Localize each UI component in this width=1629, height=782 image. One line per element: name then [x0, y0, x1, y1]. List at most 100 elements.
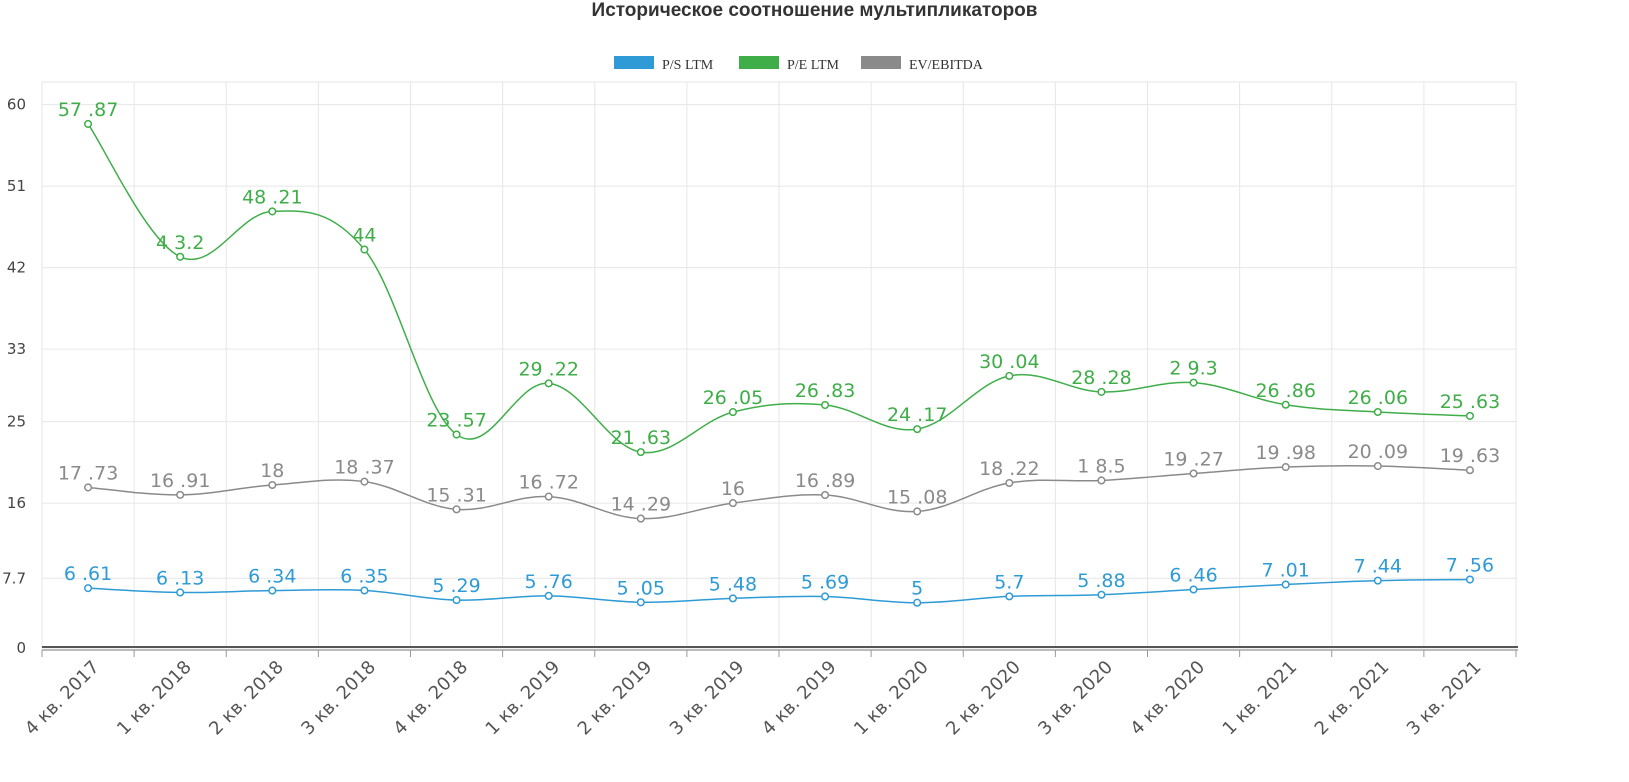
data-point-p-s-ltm[interactable]	[1005, 592, 1014, 601]
data-point-ev-ebitda[interactable]	[728, 499, 737, 508]
data-labels: 6 .61 6 .13 6 .34 6 .35 5 .29 5 .76 5 .05 5 .48…	[58, 99, 1500, 600]
data-point-p-e-ltm[interactable]	[1465, 411, 1474, 420]
x-tick-label: 4 кв. 2017	[21, 657, 104, 740]
data-label-ev-ebitda: 15 .08	[887, 486, 947, 508]
data-label-p-e-ltm: 24 .17	[887, 404, 947, 426]
data-label-p-e-ltm: 26 .83	[795, 380, 855, 402]
data-label-p-s-ltm: 6 .13	[156, 567, 204, 589]
data-point-ev-ebitda[interactable]	[1281, 463, 1290, 472]
y-tick-label: 7.7	[2, 569, 26, 587]
data-point-p-s-ltm[interactable]	[1281, 580, 1290, 589]
legend-label: P/S LTM	[662, 58, 714, 73]
data-label-p-e-ltm: 25 .63	[1440, 391, 1500, 413]
data-label-ev-ebitda: 19 .27	[1163, 448, 1223, 470]
data-point-ev-ebitda[interactable]	[913, 507, 922, 516]
data-point-p-s-ltm[interactable]	[360, 586, 369, 595]
data-point-p-s-ltm[interactable]	[1465, 575, 1474, 584]
data-label-p-s-ltm: 6 .46	[1169, 564, 1217, 586]
data-point-ev-ebitda[interactable]	[636, 514, 645, 523]
data-label-ev-ebitda: 16	[721, 478, 745, 500]
series-line-p-s-ltm	[88, 578, 1470, 604]
data-label-p-e-ltm: 30 .04	[979, 351, 1039, 373]
data-point-ev-ebitda[interactable]	[1465, 466, 1474, 475]
data-label-ev-ebitda: 20 .09	[1348, 441, 1408, 463]
data-label-p-s-ltm: 5 .48	[709, 573, 757, 595]
legend[interactable]: P/S LTM P/E LTM EV/EBITDA	[614, 56, 984, 73]
data-point-ev-ebitda[interactable]	[176, 490, 185, 499]
data-point-p-e-ltm[interactable]	[1189, 378, 1198, 387]
data-point-p-s-ltm[interactable]	[176, 588, 185, 597]
data-label-p-s-ltm: 5 .88	[1077, 570, 1125, 592]
data-point-p-e-ltm[interactable]	[360, 245, 369, 254]
grid	[41, 81, 1517, 649]
x-tick-label: 3 кв. 2021	[1403, 657, 1486, 740]
data-point-p-e-ltm[interactable]	[1373, 407, 1382, 417]
legend-swatch	[739, 56, 779, 69]
data-label-p-s-ltm: 5 .69	[801, 571, 849, 593]
data-point-ev-ebitda[interactable]	[452, 505, 461, 514]
data-point-ev-ebitda[interactable]	[1189, 469, 1198, 478]
data-point-p-s-ltm[interactable]	[84, 584, 93, 593]
data-point-ev-ebitda[interactable]	[1373, 462, 1382, 471]
data-point-ev-ebitda[interactable]	[84, 483, 93, 492]
data-point-p-s-ltm[interactable]	[821, 592, 830, 601]
legend-item-ev-ebitda[interactable]: EV/EBITDA	[861, 56, 984, 73]
data-point-p-s-ltm[interactable]	[1189, 585, 1198, 594]
data-point-p-s-ltm[interactable]	[544, 591, 553, 600]
data-point-p-s-ltm[interactable]	[636, 598, 645, 607]
x-tick-label: 1 кв. 2021	[1219, 657, 1302, 740]
x-tick-label: 3 кв. 2019	[666, 657, 749, 740]
data-point-p-e-ltm[interactable]	[1097, 387, 1106, 396]
data-label-p-e-ltm: 21 .63	[611, 427, 671, 449]
data-point-ev-ebitda[interactable]	[360, 477, 369, 486]
data-point-ev-ebitda[interactable]	[544, 492, 553, 501]
data-label-p-s-ltm: 7 .44	[1354, 556, 1402, 578]
x-tick-label: 4 кв. 2018	[389, 657, 472, 740]
data-label-p-e-ltm: 48 .21	[242, 186, 302, 208]
data-point-ev-ebitda[interactable]	[1005, 478, 1014, 488]
data-point-p-s-ltm[interactable]	[1373, 576, 1382, 585]
data-point-ev-ebitda[interactable]	[821, 490, 830, 500]
y-tick-label: 16	[7, 494, 26, 512]
data-point-ev-ebitda[interactable]	[1097, 476, 1106, 485]
data-point-p-e-ltm[interactable]	[728, 408, 737, 417]
legend-item-p-e-ltm[interactable]: P/E LTM	[739, 56, 840, 73]
data-point-p-e-ltm[interactable]	[176, 252, 185, 261]
data-point-p-s-ltm[interactable]	[1097, 590, 1106, 599]
data-label-ev-ebitda: 15 .31	[426, 484, 486, 506]
y-tick-label: 60	[7, 96, 26, 114]
data-point-p-e-ltm[interactable]	[452, 430, 461, 439]
data-label-ev-ebitda: 18 .22	[979, 458, 1039, 480]
y-tick-label: 25	[7, 413, 26, 431]
data-label-p-s-ltm: 5 .76	[525, 571, 573, 593]
data-point-p-e-ltm[interactable]	[1005, 371, 1014, 381]
data-point-p-e-ltm[interactable]	[913, 425, 922, 434]
data-label-ev-ebitda: 1 8.5	[1077, 455, 1125, 477]
data-label-p-s-ltm: 6 .35	[340, 565, 388, 587]
legend-label: P/E LTM	[787, 58, 840, 73]
x-tick-label: 1 кв. 2020	[850, 657, 933, 740]
data-point-p-e-ltm[interactable]	[636, 448, 645, 457]
data-point-ev-ebitda[interactable]	[268, 480, 277, 490]
legend-swatch	[614, 56, 654, 69]
data-label-p-s-ltm: 6 .61	[64, 563, 112, 585]
data-point-p-e-ltm[interactable]	[1281, 400, 1290, 409]
data-point-p-s-ltm[interactable]	[268, 586, 277, 595]
data-label-p-e-ltm: 26 .05	[703, 387, 763, 409]
data-label-p-s-ltm: 7 .01	[1262, 560, 1310, 582]
x-tick-label: 2 кв. 2020	[942, 657, 1025, 740]
data-label-p-e-ltm: 23 .57	[426, 410, 486, 432]
data-point-p-s-ltm[interactable]	[452, 596, 461, 605]
data-point-p-e-ltm[interactable]	[544, 379, 553, 388]
legend-item-p-s-ltm[interactable]: P/S LTM	[614, 56, 714, 73]
data-point-p-e-ltm[interactable]	[821, 400, 830, 410]
series-lines	[84, 119, 1474, 607]
data-point-p-s-ltm[interactable]	[728, 594, 737, 603]
x-tick-label: 2 кв. 2018	[205, 657, 288, 740]
data-point-p-s-ltm[interactable]	[913, 598, 922, 607]
data-point-p-e-ltm[interactable]	[268, 207, 277, 216]
x-tick-label: 4 кв. 2019	[758, 657, 841, 740]
data-point-p-e-ltm[interactable]	[84, 119, 93, 128]
